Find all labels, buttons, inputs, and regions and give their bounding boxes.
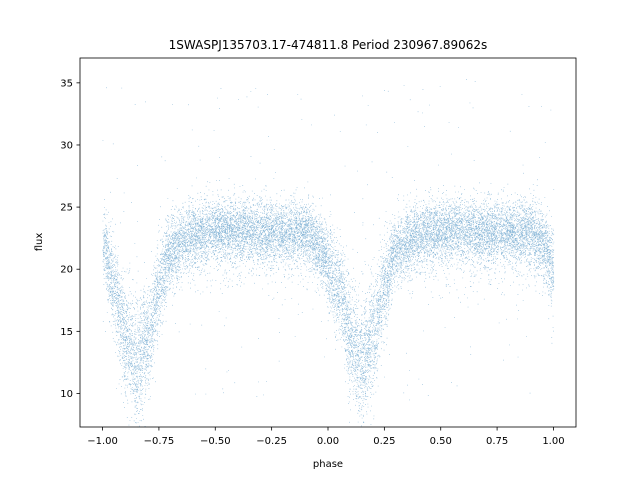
x-tick-label: −0.75 [144, 436, 175, 447]
x-tick-label: 0.25 [373, 436, 395, 447]
y-tick-label: 10 [60, 389, 73, 400]
x-tick-label: 1.00 [542, 436, 564, 447]
x-axis: −1.00 −0.75 −0.50 −0.25 0.00 0.25 0.50 0.75 1.00 [87, 427, 565, 447]
x-tick-label: −1.00 [87, 436, 118, 447]
x-tick-label: 0.00 [317, 436, 339, 447]
x-tick-label: −0.25 [256, 436, 287, 447]
y-tick-label: 15 [60, 327, 73, 338]
y-tick-label: 25 [60, 203, 73, 214]
y-tick-label: 20 [60, 265, 73, 276]
y-axis: 10 15 20 25 30 35 [60, 78, 80, 400]
y-tick-label: 30 [60, 140, 73, 151]
x-tick-label: 0.50 [430, 436, 452, 447]
x-tick-label: 0.75 [486, 436, 508, 447]
x-tick-label: −0.50 [200, 436, 231, 447]
chart-title: 1SWASPJ135703.17-474811.8 Period 230967.… [169, 38, 488, 52]
y-axis-label: flux [34, 233, 45, 252]
y-tick-label: 35 [60, 78, 73, 89]
x-axis-label: phase [313, 459, 343, 470]
